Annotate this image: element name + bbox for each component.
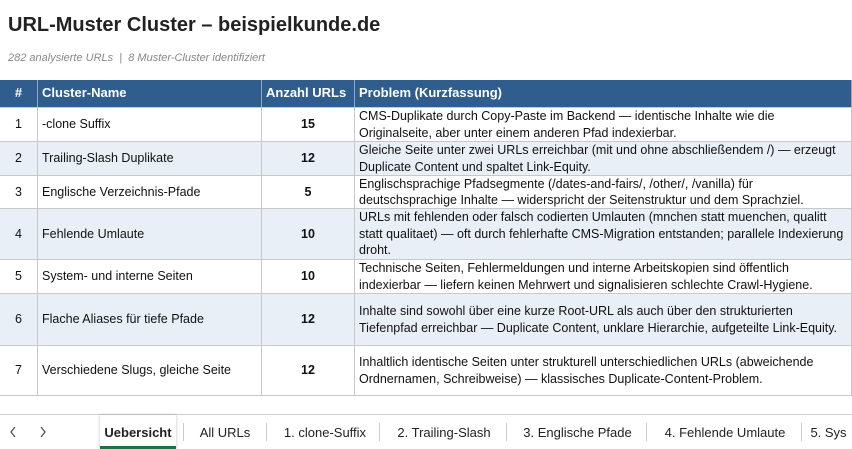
- cell: 12: [262, 142, 355, 175]
- cell: URLs mit fehlenden oder falsch codierten…: [355, 209, 852, 259]
- cell: 15: [262, 108, 355, 141]
- cell: Gleiche Seite unter zwei URLs erreichbar…: [355, 142, 852, 175]
- cell: 2: [0, 142, 38, 175]
- cell: Verschiedene Slugs, gleiche Seite: [38, 346, 262, 395]
- table-row: 5 System- und interne Seiten 10 Technische …: [0, 260, 852, 294]
- cell: System- und interne Seiten: [38, 260, 262, 293]
- table-row: 4 Fehlende Umlaute 10 URLs mit fehlenden od…: [0, 209, 852, 260]
- column-header: Anzahl URLs: [262, 80, 355, 107]
- cell: 12: [262, 346, 355, 395]
- cell: Inhaltlich identische Seiten unter struk…: [355, 346, 852, 395]
- cell: Fehlende Umlaute: [38, 209, 262, 259]
- cell: Englischsprachige Pfadsegmente (/dates-a…: [355, 176, 852, 208]
- table-row: 7 Verschiedene Slugs, gleiche Seite 12 Inha…: [0, 346, 852, 396]
- cell: 1: [0, 108, 38, 141]
- cell: Inhalte sind sowohl über eine kurze Root…: [355, 294, 852, 345]
- header-row: # Cluster-Name Anzahl URLs Problem (Kurzfas…: [0, 80, 852, 108]
- column-header: Cluster-Name: [38, 80, 262, 107]
- table-row: 3 Englische Verzeichnis-Pfade 5 Englischspr…: [0, 176, 852, 209]
- table-row: 1 -clone Suffix 15 CMS-Duplikate durch Copy…: [0, 108, 852, 142]
- cell: -clone Suffix: [38, 108, 262, 141]
- subtitle: 282 analysierte URLs | 8 Muster-Cluster …: [8, 52, 265, 64]
- cell: Flache Aliases für tiefe Pfade: [38, 294, 262, 345]
- table-row: 6 Flache Aliases für tiefe Pfade 12 Inhalte…: [0, 294, 852, 346]
- cell: CMS-Duplikate durch Copy-Paste im Backen…: [355, 108, 852, 141]
- sheet-tab[interactable]: 4. Fehlende Umlaute: [664, 424, 786, 440]
- cell: Englische Verzeichnis-Pfade: [38, 176, 262, 208]
- cell: 5: [0, 260, 38, 293]
- title: URL-Muster Cluster – beispielkunde.de: [8, 14, 381, 36]
- tab-separator: [379, 423, 380, 441]
- sheet-tab[interactable]: 3. Englische Pfade: [523, 424, 632, 440]
- sheet-tab[interactable]: 1. clone-Suffix: [283, 424, 367, 440]
- cell: Technische Seiten, Fehlermeldungen und i…: [355, 260, 852, 293]
- sheet-tab[interactable]: 2. Trailing-Slash: [397, 424, 491, 440]
- cell: 5: [262, 176, 355, 208]
- cell: 12: [262, 294, 355, 345]
- cell: 10: [262, 260, 355, 293]
- tab-separator: [646, 423, 647, 441]
- cell: 6: [0, 294, 38, 345]
- sheet-tab[interactable]: Uebersicht: [100, 415, 176, 449]
- tab-separator: [506, 423, 507, 441]
- tab-separator: [801, 423, 802, 441]
- sheet-tab[interactable]: All URLs: [199, 424, 251, 440]
- tab-nav[interactable]: [0, 415, 60, 449]
- cell: 3: [0, 176, 38, 208]
- tab-separator: [183, 423, 184, 441]
- sheet-tab[interactable]: 5. Sys: [810, 424, 847, 440]
- cell: 10: [262, 209, 355, 259]
- column-header: #: [0, 80, 38, 107]
- table-row: 2 Trailing-Slash Duplikate 12 Gleiche Seite…: [0, 142, 852, 176]
- sheet-tabs: Uebersicht All URLs 1. clone-Suffix 2. Trai…: [0, 414, 852, 449]
- cell: 7: [0, 346, 38, 395]
- column-header: Problem (Kurzfassung): [355, 80, 852, 107]
- cell: Trailing-Slash Duplikate: [38, 142, 262, 175]
- cell: 4: [0, 209, 38, 259]
- tab-separator: [266, 423, 267, 441]
